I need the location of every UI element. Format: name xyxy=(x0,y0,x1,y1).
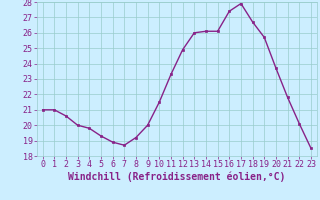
X-axis label: Windchill (Refroidissement éolien,°C): Windchill (Refroidissement éolien,°C) xyxy=(68,172,285,182)
